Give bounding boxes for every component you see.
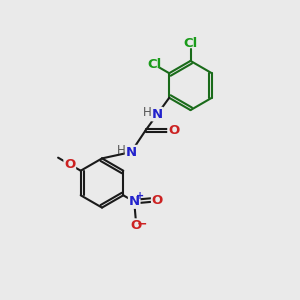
Text: O: O <box>130 219 141 232</box>
Text: Cl: Cl <box>183 37 198 50</box>
Text: −: − <box>136 217 147 230</box>
Text: H: H <box>143 106 152 119</box>
Text: O: O <box>152 194 163 207</box>
Text: +: + <box>136 191 144 201</box>
Text: N: N <box>125 146 137 159</box>
Text: N: N <box>152 108 163 121</box>
Text: O: O <box>168 124 179 137</box>
Text: H: H <box>117 144 126 157</box>
Text: O: O <box>64 158 75 171</box>
Text: Cl: Cl <box>147 58 161 71</box>
Text: N: N <box>129 195 140 208</box>
